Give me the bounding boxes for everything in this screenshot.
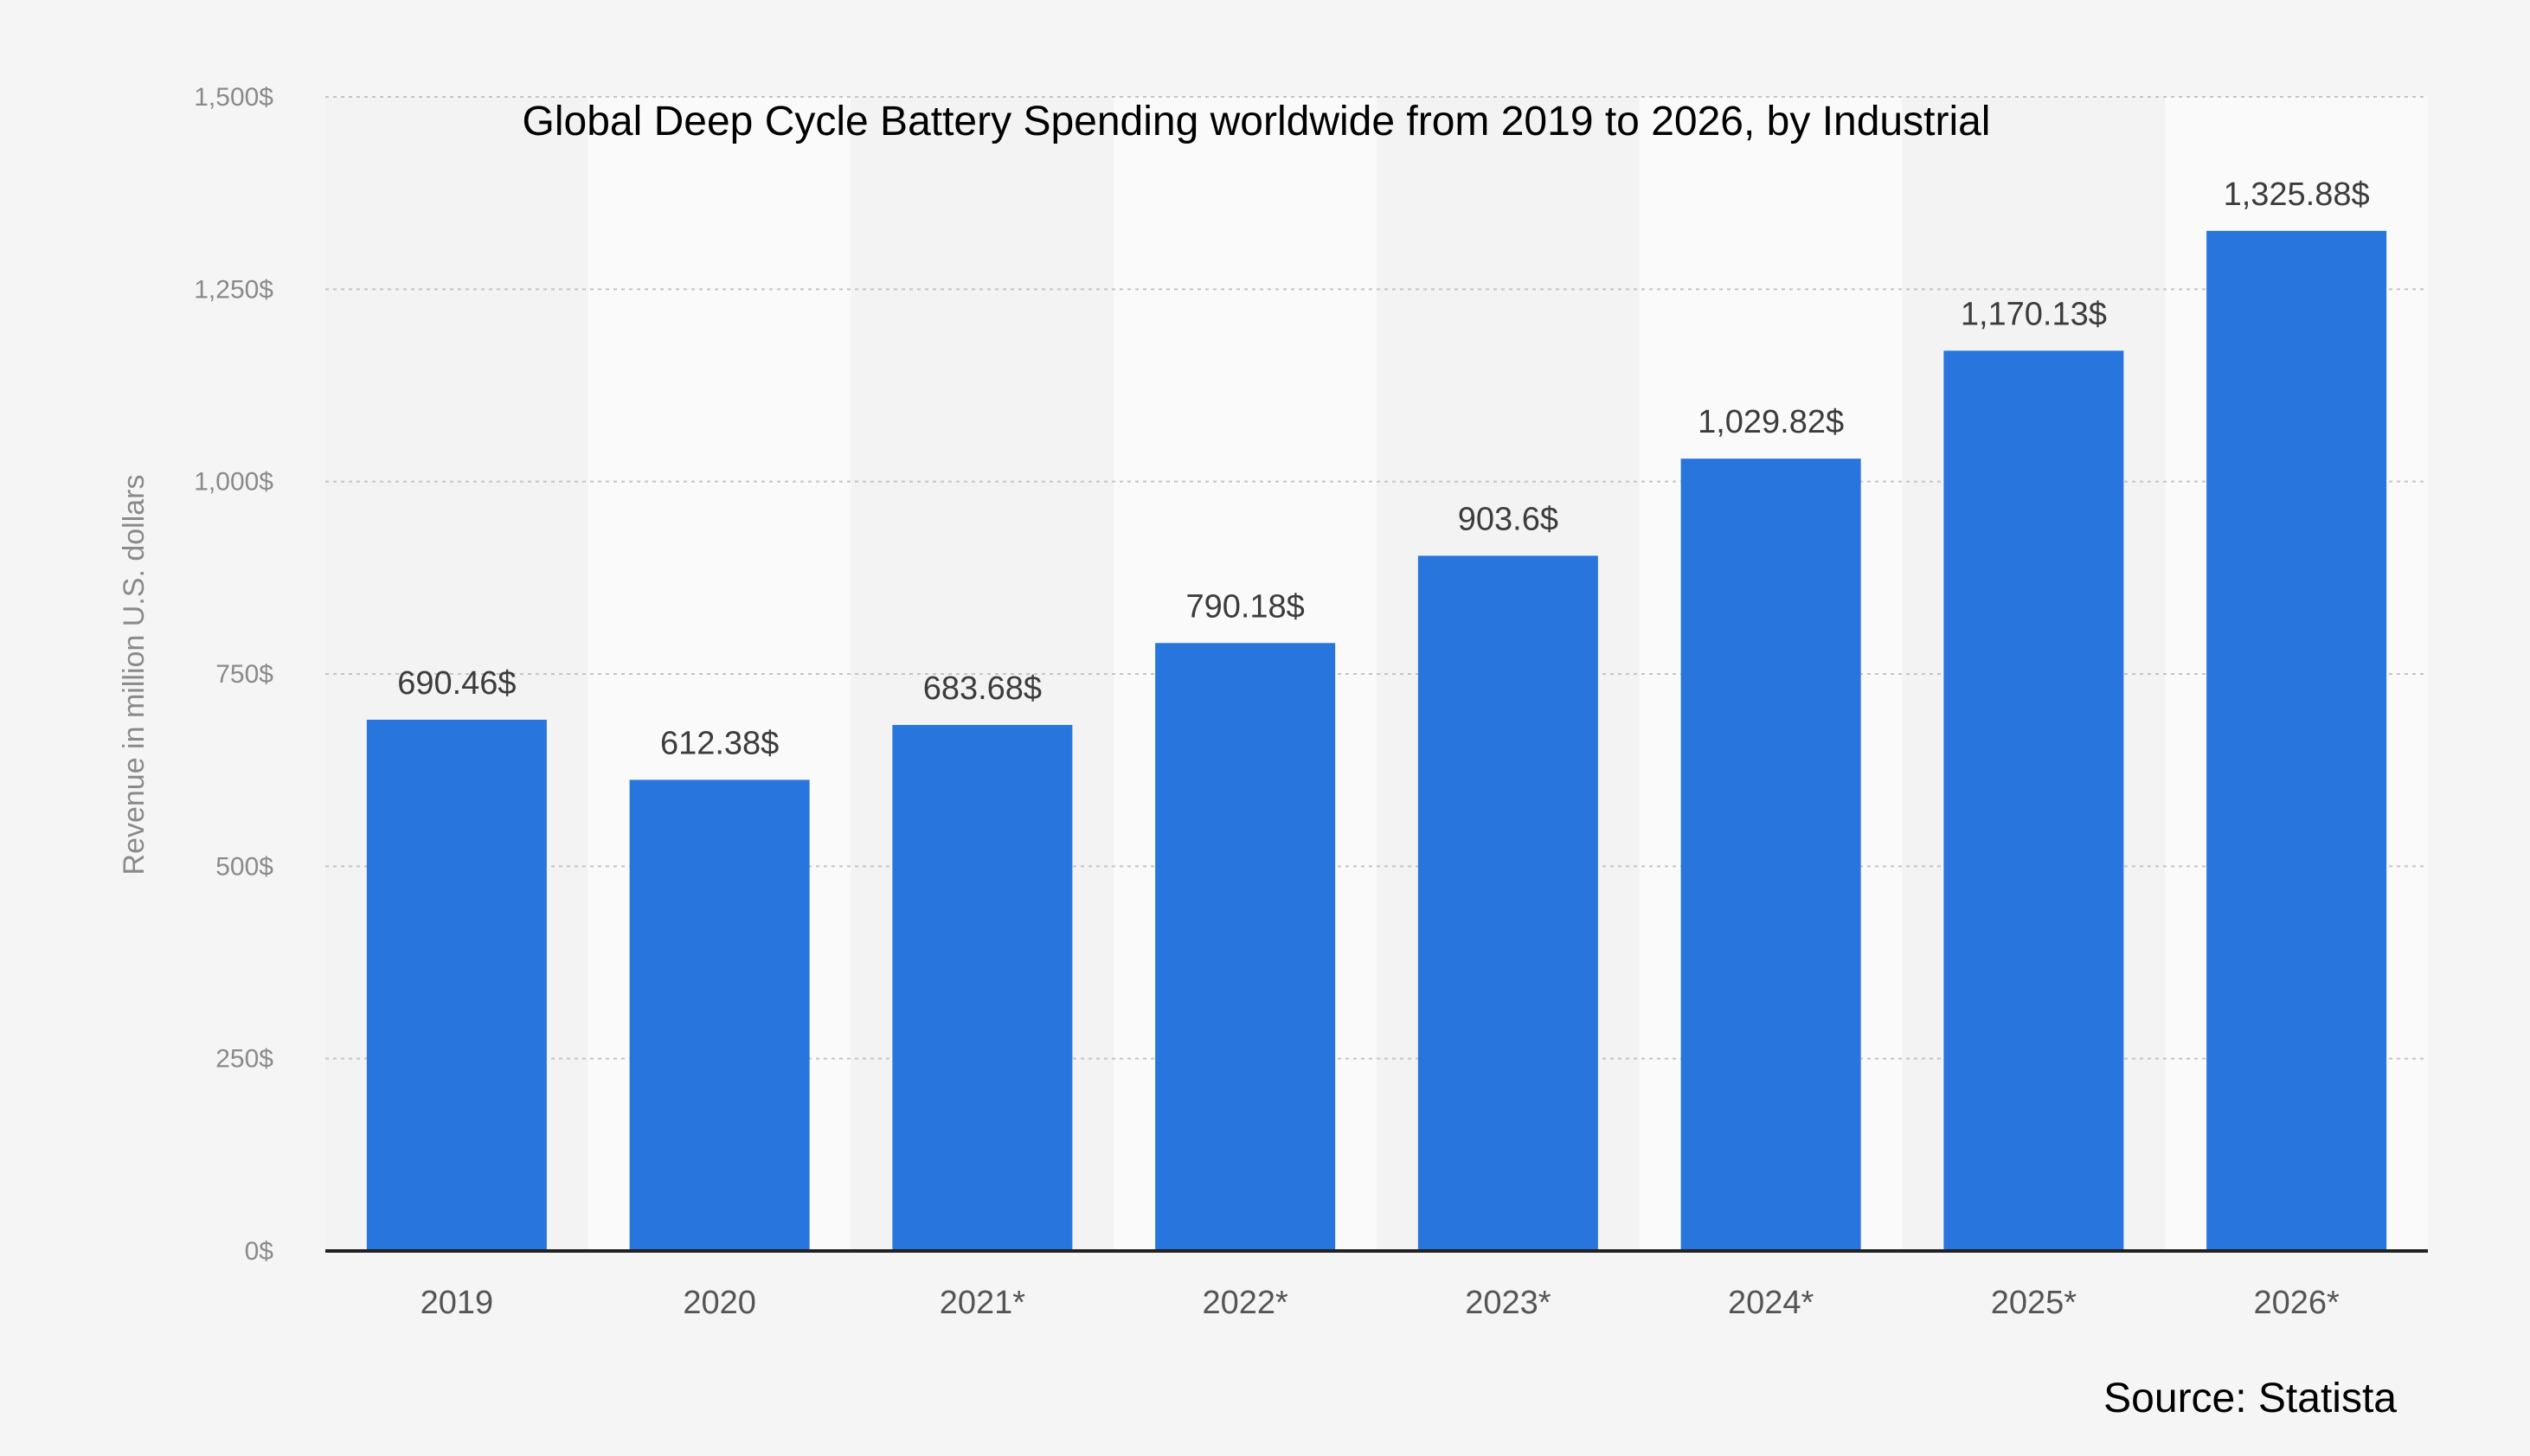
x-tick-label: 2026* — [2253, 1285, 2340, 1321]
y-tick-label: 0$ — [245, 1237, 274, 1266]
data-label: 683.68$ — [923, 670, 1042, 707]
bar — [1943, 350, 2124, 1251]
bar — [366, 719, 547, 1251]
x-tick-label: 2023* — [1465, 1285, 1551, 1321]
data-label: 690.46$ — [397, 665, 516, 702]
bar — [1417, 555, 1598, 1251]
y-tick-label: 500$ — [215, 852, 273, 881]
y-tick-label: 750$ — [215, 660, 273, 689]
bar — [1155, 643, 1336, 1251]
data-label: 903.6$ — [1458, 501, 1558, 537]
bar — [629, 779, 810, 1251]
data-label: 1,170.13$ — [1961, 296, 2107, 332]
data-label: 612.38$ — [660, 725, 779, 761]
x-axis-ticks: 2019 2020 2021* 2022* 2023* 2024* 2025* 2026* — [421, 1285, 2340, 1321]
bar — [892, 724, 1073, 1251]
bar — [2206, 230, 2387, 1251]
x-tick-label: 2020 — [683, 1285, 756, 1321]
x-tick-label: 2021* — [940, 1285, 1026, 1321]
x-tick-label: 2019 — [421, 1285, 494, 1321]
data-labels: 690.46$ 612.38$ 683.68$ 790.18$ 903.6$ 1,029.… — [397, 176, 2369, 762]
bar — [1680, 459, 1861, 1251]
y-axis-label: Revenue in million U.S. dollars — [118, 475, 151, 876]
bars — [366, 230, 2387, 1251]
data-label: 1,029.82$ — [1698, 404, 1844, 440]
y-tick-label: 250$ — [215, 1045, 273, 1074]
y-axis-ticks: 0$ 250$ 500$ 750$ 1,000$ 1,250$ 1,500$ — [194, 83, 273, 1266]
x-tick-label: 2022* — [1202, 1285, 1288, 1321]
source-note: Source: Statista — [2103, 1376, 2397, 1421]
x-tick-label: 2025* — [1991, 1285, 2077, 1321]
chart-title: Global Deep Cycle Battery Spending world… — [523, 99, 1991, 144]
y-tick-label: 1,250$ — [194, 275, 273, 304]
x-tick-label: 2024* — [1728, 1285, 1814, 1321]
data-label: 1,325.88$ — [2224, 176, 2370, 213]
y-tick-label: 1,000$ — [194, 468, 273, 497]
y-tick-label: 1,500$ — [194, 83, 273, 112]
data-label: 790.18$ — [1185, 588, 1304, 625]
